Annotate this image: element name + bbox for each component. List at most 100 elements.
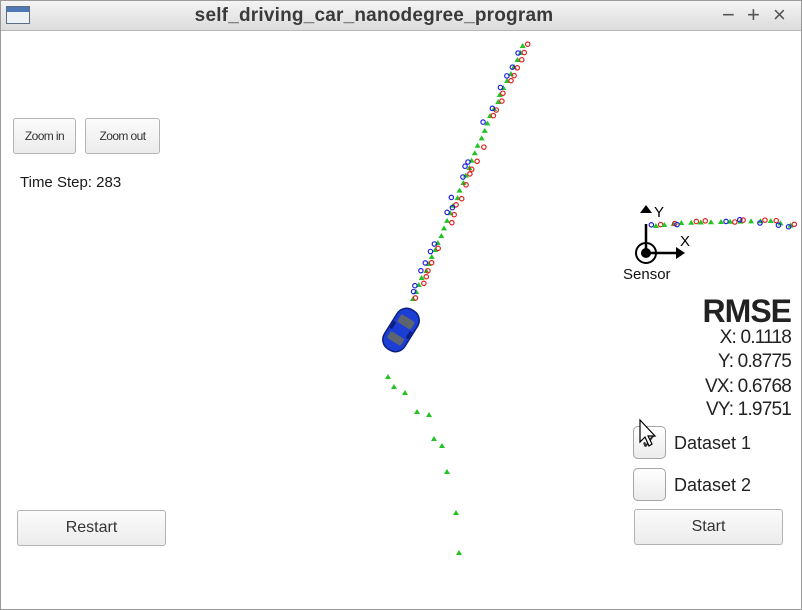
- radar-marker: [422, 260, 429, 266]
- lidar-marker: [463, 182, 469, 188]
- ground-truth-marker: [481, 127, 488, 133]
- radar-marker: [648, 222, 655, 228]
- window-title: self_driving_car_nanodegree_program: [194, 5, 554, 26]
- sensor-x-axis-label: X: [680, 233, 690, 250]
- rmse-vx-value: VX: 0.6768: [704, 376, 792, 397]
- lidar-marker: [474, 158, 480, 165]
- radar-marker: [462, 163, 468, 170]
- radar-marker: [444, 209, 450, 216]
- ground-truth-marker: [661, 222, 668, 227]
- ground-truth-marker: [444, 217, 451, 223]
- ground-truth-marker: [414, 409, 420, 414]
- ground-truth-marker: [441, 225, 448, 231]
- lidar-marker: [732, 219, 738, 225]
- lidar-marker: [453, 201, 459, 208]
- ground-truth-marker: [718, 219, 725, 224]
- radar-marker: [723, 218, 729, 225]
- rmse-y-value: Y: 0.8775: [717, 351, 792, 372]
- radar-marker: [504, 73, 510, 79]
- ground-truth-marker: [402, 390, 408, 395]
- ground-truth-marker: [652, 223, 659, 228]
- dataset-1-label[interactable]: Dataset 1: [674, 433, 752, 453]
- ground-truth-marker: [496, 92, 503, 97]
- lidar-marker: [421, 280, 427, 287]
- dataset-2-checkbox[interactable]: [633, 468, 666, 501]
- minimize-button[interactable]: −: [722, 2, 735, 27]
- ground-truth-marker: [471, 150, 478, 156]
- ground-truth-marker: [697, 219, 704, 225]
- radar-marker: [775, 222, 782, 228]
- zoom-in-button[interactable]: Zoom in: [13, 118, 76, 154]
- sensor-y-axis-label: Y: [654, 204, 664, 221]
- title-bar[interactable]: self_driving_car_nanodegree_program − + …: [1, 1, 801, 31]
- lidar-marker: [702, 218, 709, 224]
- ground-truth-marker: [460, 180, 467, 185]
- ground-truth-marker: [727, 218, 734, 224]
- restart-button[interactable]: Restart: [17, 510, 166, 546]
- car-icon: [382, 307, 420, 353]
- lidar-marker: [762, 217, 768, 223]
- ground-truth-marker: [678, 220, 685, 225]
- ground-truth-marker: [391, 384, 397, 389]
- radar-marker: [489, 105, 496, 112]
- lidar-marker: [773, 217, 780, 224]
- lidar-marker: [740, 217, 746, 223]
- radar-marker: [449, 204, 456, 211]
- zoom-out-button[interactable]: Zoom out: [85, 118, 160, 154]
- ground-truth-marker: [777, 220, 784, 226]
- simulation-canvas[interactable]: Y X Zoom in Zoom out Time Step: 283 Sens…: [1, 31, 801, 609]
- maximize-button[interactable]: +: [747, 2, 760, 27]
- ground-truth-marker: [478, 135, 485, 141]
- radar-marker: [427, 248, 434, 255]
- dataset-1-checkbox[interactable]: ✓: [633, 426, 666, 459]
- sensor-frame: [635, 205, 685, 264]
- lidar-marker: [425, 267, 431, 274]
- ground-truth-marker: [438, 233, 445, 238]
- ground-truth-marker: [466, 165, 473, 171]
- radar-marker: [757, 220, 763, 226]
- lidar-marker: [499, 98, 505, 104]
- ground-truth-marker: [453, 510, 459, 515]
- lidar-marker: [428, 259, 435, 266]
- lidar-marker: [467, 171, 473, 177]
- ground-truth-marker: [444, 469, 450, 474]
- ground-truth-marker: [385, 374, 391, 379]
- ground-truth-marker: [484, 120, 491, 126]
- radar-marker: [448, 194, 455, 201]
- lidar-marker: [423, 273, 430, 280]
- lidar-marker: [508, 77, 514, 84]
- lidar-marker: [481, 144, 487, 150]
- checkmark-icon: ✓: [640, 429, 659, 454]
- ground-truth-marker: [456, 550, 462, 555]
- radar-marker: [497, 84, 504, 91]
- lidar-marker: [451, 211, 457, 218]
- dataset-2-label[interactable]: Dataset 2: [674, 475, 752, 495]
- radar-marker: [515, 50, 521, 56]
- lidar-marker: [412, 295, 419, 301]
- ground-truth-marker: [431, 436, 437, 441]
- radar-marker: [412, 282, 418, 289]
- radar-marker: [410, 288, 417, 295]
- ground-truth-marker: [688, 219, 695, 225]
- close-button[interactable]: ×: [773, 2, 786, 27]
- radar-marker: [736, 216, 743, 223]
- lidar-marker: [524, 41, 531, 48]
- ground-truth-marker: [514, 57, 521, 62]
- trajectory-plot: Y X: [382, 41, 798, 555]
- lidar-marker: [791, 221, 798, 228]
- rmse-x-value: X: 0.1118: [719, 327, 792, 348]
- lidar-marker: [693, 218, 700, 225]
- sensor-icon: [635, 242, 657, 264]
- rmse-vy-value: VY: 1.9751: [706, 399, 792, 420]
- ground-truth-marker: [439, 443, 445, 448]
- start-button[interactable]: Start: [634, 509, 783, 545]
- radar-marker: [418, 267, 424, 274]
- lidar-marker: [500, 90, 506, 97]
- lidar-marker: [490, 112, 497, 119]
- window-icon: [6, 6, 30, 24]
- radar-marker: [465, 159, 471, 165]
- ground-truth-marker: [474, 142, 481, 148]
- ground-truth-marker: [418, 275, 425, 280]
- ground-truth-marker: [767, 218, 774, 223]
